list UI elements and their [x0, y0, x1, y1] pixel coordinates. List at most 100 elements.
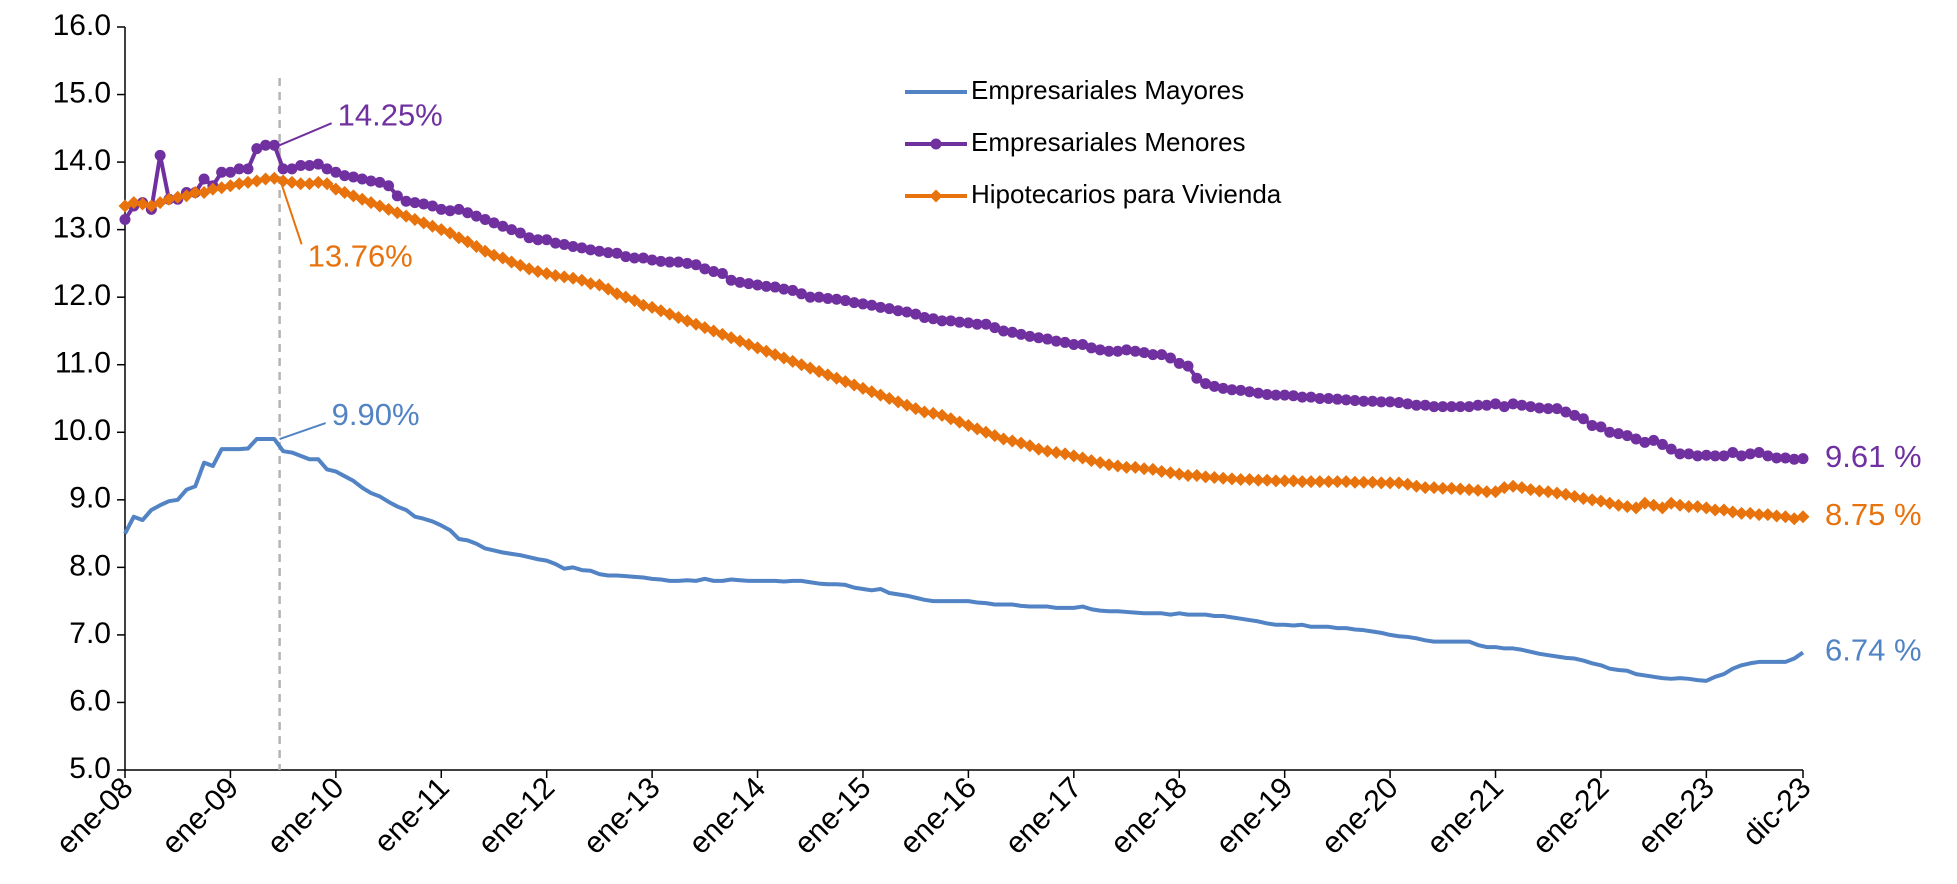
- point: [531, 265, 545, 279]
- value-label: 9.90%: [332, 397, 420, 432]
- leader-line: [278, 177, 303, 245]
- point: [540, 267, 554, 281]
- point: [936, 315, 948, 327]
- point: [1102, 458, 1116, 472]
- leader-line: [279, 122, 333, 147]
- point: [804, 291, 816, 303]
- point: [690, 259, 702, 271]
- point: [462, 207, 474, 219]
- point: [1453, 482, 1467, 496]
- x-tick-label: ene-16: [894, 771, 983, 860]
- series-line: [123, 437, 1805, 683]
- point: [1217, 382, 1229, 394]
- point: [839, 295, 851, 307]
- point: [1322, 475, 1336, 489]
- point: [557, 270, 571, 284]
- point: [822, 293, 834, 305]
- point: [1305, 391, 1317, 403]
- point: [1639, 436, 1651, 448]
- y-tick-label: 5.0: [69, 752, 111, 785]
- point: [488, 217, 500, 229]
- point: [1199, 470, 1213, 484]
- y-tick-label: 16.0: [53, 9, 111, 42]
- point: [655, 255, 667, 267]
- value-label: 9.61 %: [1825, 439, 1922, 474]
- point: [469, 240, 483, 254]
- point: [664, 256, 676, 268]
- point: [629, 252, 641, 264]
- point: [1560, 406, 1572, 418]
- point: [1541, 485, 1555, 499]
- y-tick-label: 6.0: [69, 684, 111, 717]
- point: [1516, 399, 1528, 411]
- x-tick-label: ene-15: [788, 771, 877, 860]
- point: [1744, 448, 1756, 460]
- point: [1630, 433, 1642, 445]
- point: [461, 235, 475, 249]
- point: [1550, 486, 1564, 500]
- point: [426, 200, 438, 212]
- point: [1112, 345, 1124, 357]
- point: [224, 166, 236, 178]
- point: [1603, 496, 1617, 510]
- point: [848, 297, 860, 309]
- point: [725, 274, 737, 286]
- point: [1304, 475, 1318, 489]
- point: [927, 313, 939, 325]
- point: [1251, 473, 1265, 487]
- point: [1428, 401, 1440, 413]
- point: [232, 177, 246, 191]
- point: [1410, 399, 1422, 411]
- point: [1235, 384, 1247, 396]
- point: [1393, 397, 1405, 409]
- point: [339, 170, 351, 182]
- point: [242, 163, 254, 175]
- point: [743, 278, 755, 290]
- legend-label: Empresariales Mayores: [971, 75, 1244, 105]
- point: [1761, 508, 1775, 522]
- point: [1216, 471, 1230, 485]
- legend-label: Hipotecarios para Vivienda: [971, 179, 1282, 209]
- point: [1094, 344, 1106, 356]
- point: [1445, 481, 1459, 495]
- point: [584, 277, 598, 291]
- point: [1692, 450, 1704, 462]
- point: [223, 179, 237, 193]
- point: [286, 163, 298, 175]
- point: [1059, 336, 1071, 348]
- point: [453, 203, 465, 215]
- point: [1349, 395, 1361, 407]
- point: [1796, 510, 1810, 524]
- point: [980, 318, 992, 330]
- point: [628, 294, 642, 308]
- point: [1559, 487, 1573, 501]
- point: [1691, 500, 1705, 514]
- point: [311, 175, 325, 189]
- point: [321, 163, 333, 175]
- value-label: 14.25%: [338, 97, 443, 132]
- point: [1664, 496, 1678, 510]
- point: [1436, 481, 1450, 495]
- point: [1330, 475, 1344, 489]
- point: [637, 252, 649, 264]
- y-tick-label: 12.0: [53, 279, 111, 312]
- point: [1665, 443, 1677, 455]
- point: [1286, 474, 1300, 488]
- y-tick-label: 15.0: [53, 76, 111, 109]
- point: [1348, 475, 1362, 489]
- point: [549, 237, 561, 249]
- point: [1024, 330, 1036, 342]
- point: [523, 232, 535, 244]
- point: [250, 174, 264, 188]
- point: [1480, 485, 1494, 499]
- point: [487, 248, 501, 262]
- point: [760, 280, 772, 292]
- point: [620, 251, 632, 263]
- point: [1613, 428, 1625, 440]
- series-line: [124, 176, 1804, 521]
- point: [1532, 484, 1546, 498]
- point: [260, 139, 272, 151]
- point: [1498, 401, 1510, 413]
- point: [1314, 393, 1326, 404]
